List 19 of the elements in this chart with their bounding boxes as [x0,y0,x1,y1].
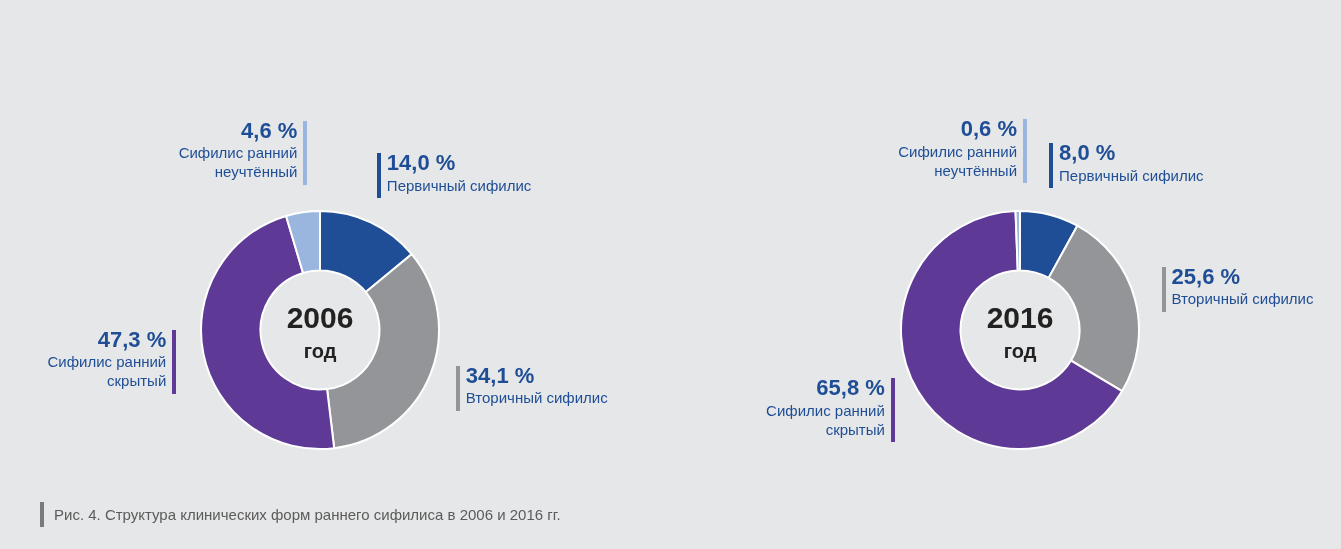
data-label: 4,6 % [241,117,298,143]
slice-label: Вторичный сифилис [1171,290,1314,308]
slice-label: Первичный сифилис [386,176,532,194]
data-label: 47,3 % [97,326,167,352]
data-label: 34,1 % [465,362,535,388]
slice-label: Сифилис ранний скрытый [47,353,167,390]
data-label: 14,0 % [386,150,456,175]
text: 2016 год [986,301,1054,362]
slice-label: Сифилис ранний скрытый [766,401,885,438]
text: 2006 год [286,301,354,362]
slice-label: Первичный сифилис [1059,166,1205,184]
slice-label: Сифилис ранний неучтённый [178,144,298,181]
slice-label: Вторичный сифилис [465,389,609,407]
data-label: 65,8 % [816,374,885,400]
data-label: 8,0 % [1059,139,1116,165]
text: Рис. 4. Структура клинических форм раннего сифилиса в 2006 и 2016 гг. [40,502,561,527]
data-label: 25,6 % [1171,263,1241,289]
data-label: 0,6 % [960,116,1018,142]
slice-label: Сифилис ранний неучтённый [898,142,1018,179]
